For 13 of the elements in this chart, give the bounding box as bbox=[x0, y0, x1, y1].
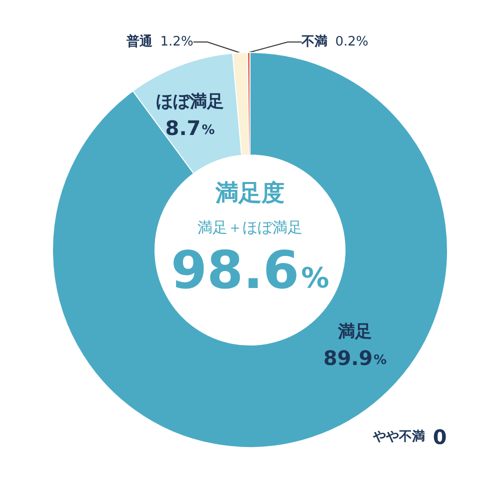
slice-label: 普通 bbox=[126, 34, 154, 50]
text: 満足＋ほぼ満足 bbox=[198, 218, 302, 236]
data-label: 89.9% bbox=[323, 346, 387, 370]
text: 満足度 bbox=[214, 180, 284, 207]
text: 98.6% bbox=[170, 240, 330, 301]
slice-label: ほぼ満足 bbox=[156, 92, 224, 112]
data-label: 8.7% bbox=[165, 116, 215, 140]
data-label: 1.2% bbox=[160, 34, 194, 50]
text: 0 bbox=[432, 425, 447, 449]
slice-label: 満足 bbox=[337, 322, 372, 342]
data-label: 0.2% bbox=[335, 34, 368, 50]
category-label: やや不満 bbox=[373, 430, 426, 444]
slice-label: 不満 bbox=[300, 34, 328, 50]
